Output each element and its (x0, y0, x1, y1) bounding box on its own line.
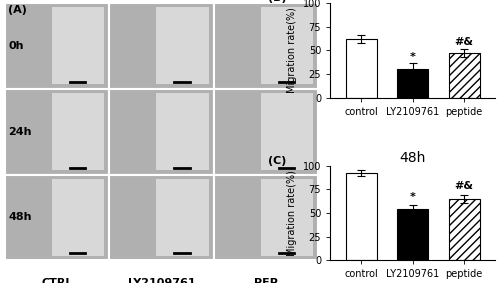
Bar (5, 3, 110, 89)
Bar (110, 3, 214, 89)
Text: PEP: PEP (254, 278, 278, 283)
Bar (156, 179, 208, 256)
Bar (346, 173, 376, 260)
Text: (B): (B) (268, 0, 286, 3)
Text: #&: #& (454, 181, 473, 191)
Bar (52, 179, 104, 256)
Bar (214, 3, 318, 89)
Y-axis label: Migration rate(%): Migration rate(%) (287, 7, 297, 93)
Bar (110, 89, 214, 175)
Bar (52, 7, 104, 84)
Bar (5, 89, 110, 175)
Bar (261, 7, 313, 84)
Text: *: * (410, 52, 416, 61)
Bar (214, 89, 318, 175)
Bar (156, 7, 208, 84)
Text: (A): (A) (8, 5, 27, 15)
Text: *: * (410, 192, 416, 202)
Bar (52, 93, 104, 170)
Bar (397, 209, 428, 260)
Y-axis label: Migration rate(%): Migration rate(%) (287, 170, 297, 256)
Text: CTRL: CTRL (42, 278, 73, 283)
Bar (261, 93, 313, 170)
Bar (5, 175, 110, 260)
Bar (346, 39, 376, 98)
Bar (214, 175, 318, 260)
Bar (397, 69, 428, 98)
Bar (156, 93, 208, 170)
Bar (448, 53, 480, 98)
Text: 48h: 48h (8, 213, 32, 222)
Text: 0h: 0h (8, 41, 24, 51)
Bar (448, 199, 480, 260)
Title: 24h: 24h (400, 0, 425, 2)
Title: 48h: 48h (400, 151, 426, 164)
Text: (C): (C) (268, 156, 286, 166)
Bar (110, 175, 214, 260)
Bar (261, 179, 313, 256)
Text: #&: #& (454, 37, 473, 47)
Text: 24h: 24h (8, 127, 32, 137)
Text: LY2109761: LY2109761 (128, 278, 196, 283)
